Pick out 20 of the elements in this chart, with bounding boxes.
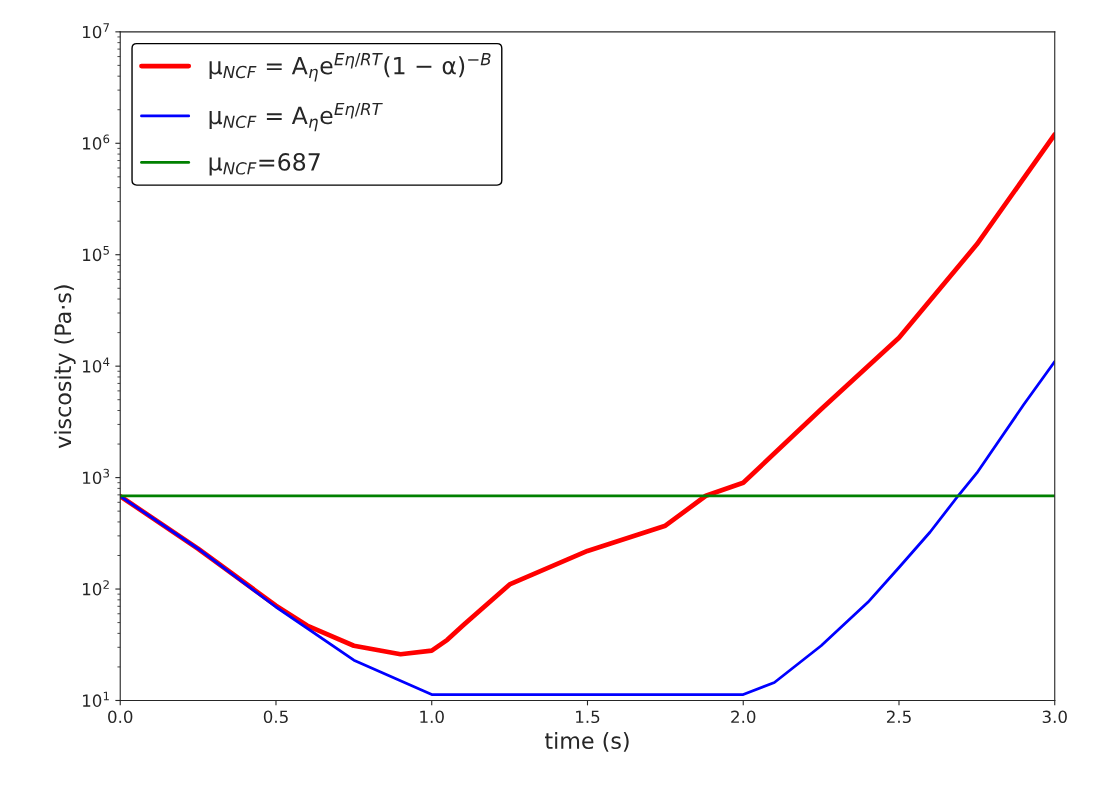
- line-series: [120, 360, 1055, 696]
- y-tick-label: 10$^{4}$: [83, 357, 110, 373]
- x-tick-label: 1.5: [576, 710, 600, 724]
- legend-label: μ$_{NCF}$=687: [209, 152, 320, 176]
- x-axis-title: time (s): [544, 731, 629, 752]
- x-tick-label: 2.0: [731, 710, 756, 724]
- y-tick-label: 10$^{6}$: [83, 134, 110, 150]
- y-axis-title: viscosity (Pa·s): [54, 285, 76, 449]
- y-tick-label: 10$^{2}$: [83, 580, 109, 596]
- x-tick-label: 1.0: [420, 710, 444, 724]
- legend-label: μ$_{NCF}$ = A$_{η}$e$^{Eη/RT}$(1 − α)$^{−B}$: [209, 53, 491, 82]
- y-tick-label: 10$^{1}$: [83, 691, 109, 707]
- legend-label: μ$_{NCF}$ = A$_{η}$e$^{Eη/RT}$: [209, 102, 383, 132]
- x-tick-label: 0.5: [263, 710, 288, 724]
- x-tick-label: 0.0: [108, 710, 133, 724]
- x-tick-label: 3.0: [1042, 710, 1067, 724]
- x-tick-label: 2.5: [886, 710, 911, 724]
- y-tick-label: 10$^{5}$: [83, 246, 109, 262]
- y-tick-label: 10$^{3}$: [83, 468, 110, 485]
- y-tick-label: 10$^{7}$: [83, 23, 109, 39]
